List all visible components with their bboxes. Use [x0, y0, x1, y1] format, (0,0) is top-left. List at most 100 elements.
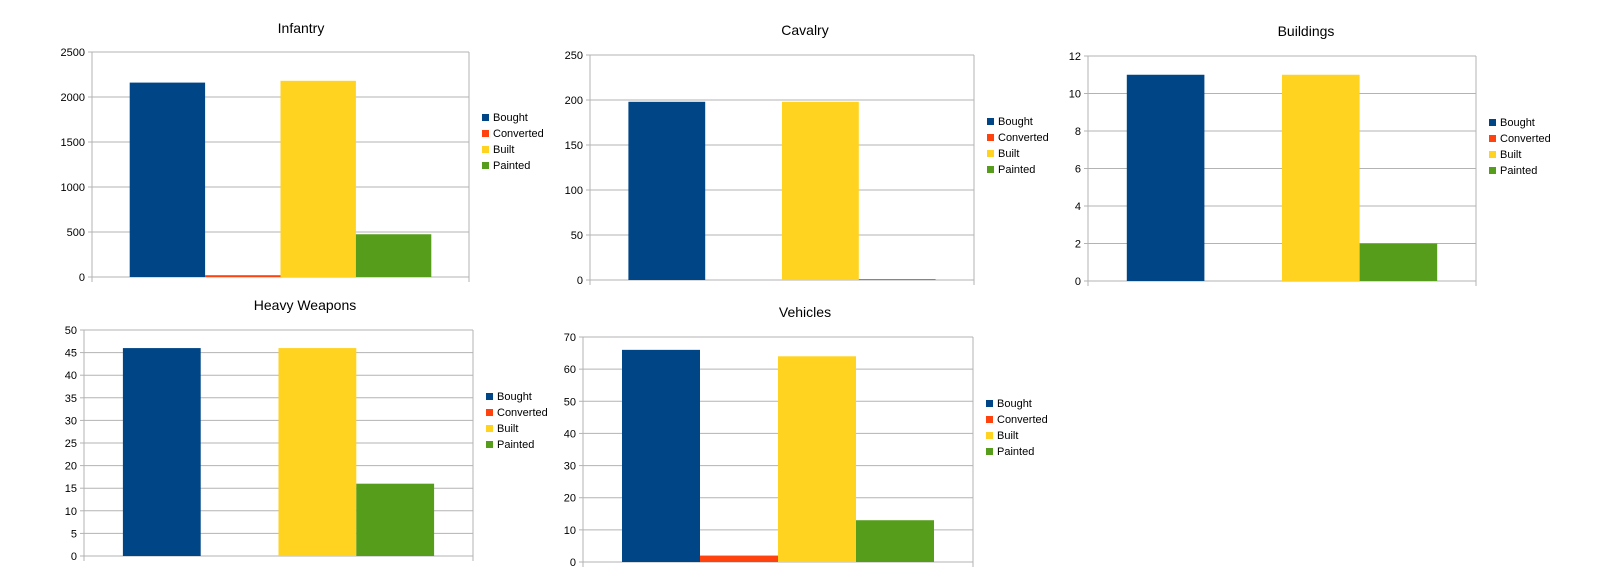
bar-converted	[700, 555, 778, 562]
y-tick-label: 40	[65, 370, 77, 382]
legend-label-converted: Converted	[998, 132, 1049, 144]
y-tick-label: 50	[65, 325, 77, 337]
y-tick-label: 200	[565, 95, 583, 107]
y-tick-label: 10	[564, 525, 576, 537]
legend-swatch-converted	[987, 134, 994, 141]
legend-swatch-bought	[1489, 119, 1496, 126]
y-tick-label: 10	[1069, 89, 1081, 101]
bar-built	[280, 80, 356, 277]
bar-built	[278, 348, 357, 556]
legend-label-painted: Painted	[497, 439, 534, 451]
legend-swatch-built	[1489, 151, 1496, 158]
bar-built	[782, 101, 859, 280]
y-tick-label: 12	[1069, 51, 1081, 63]
bar-bought	[628, 101, 706, 280]
y-tick-label: 70	[564, 332, 576, 344]
bar-bought	[122, 348, 201, 556]
y-tick-label: 50	[564, 396, 576, 408]
y-tick-label: 45	[65, 348, 77, 360]
bar-bought	[129, 82, 206, 277]
chart-title: Vehicles	[779, 304, 831, 320]
y-tick-label: 150	[565, 140, 583, 152]
legend-swatch-bought	[486, 393, 493, 400]
legend-swatch-built	[486, 425, 493, 432]
legend-swatch-built	[987, 150, 994, 157]
y-tick-label: 500	[67, 227, 85, 239]
legend-label-bought: Bought	[997, 398, 1032, 410]
legend-label-painted: Painted	[493, 160, 530, 172]
legend-swatch-painted	[486, 441, 493, 448]
legend-label-converted: Converted	[493, 128, 544, 140]
y-tick-label: 1000	[61, 182, 85, 194]
legend-label-bought: Bought	[998, 116, 1033, 128]
y-tick-label: 15	[65, 483, 77, 495]
legend-swatch-converted	[482, 130, 489, 137]
legend-label-converted: Converted	[997, 414, 1048, 426]
bar-built	[778, 356, 856, 562]
legend-swatch-painted	[987, 166, 994, 173]
y-tick-label: 0	[79, 272, 85, 284]
y-tick-label: 60	[564, 364, 576, 376]
legend-label-painted: Painted	[997, 446, 1034, 458]
bar-painted	[858, 279, 936, 280]
y-tick-label: 20	[65, 461, 77, 473]
legend-swatch-bought	[986, 400, 993, 407]
bar-painted	[856, 520, 934, 562]
bar-painted	[355, 234, 432, 277]
y-tick-label: 35	[65, 393, 77, 405]
legend-label-converted: Converted	[1500, 133, 1551, 145]
y-tick-label: 50	[571, 230, 583, 242]
legend-label-painted: Painted	[1500, 165, 1537, 177]
y-tick-label: 0	[577, 275, 583, 287]
y-tick-label: 1500	[61, 137, 85, 149]
legend-swatch-painted	[482, 162, 489, 169]
y-tick-label: 0	[570, 557, 576, 569]
y-tick-label: 30	[65, 415, 77, 427]
chart-title: Heavy Weapons	[254, 297, 356, 313]
legend-label-built: Built	[497, 423, 518, 435]
y-tick-label: 20	[564, 493, 576, 505]
y-tick-label: 30	[564, 461, 576, 473]
legend-label-built: Built	[493, 144, 514, 156]
legend-swatch-converted	[986, 416, 993, 423]
legend-label-bought: Bought	[1500, 117, 1535, 129]
legend-swatch-converted	[1489, 135, 1496, 142]
bar-painted	[356, 483, 435, 556]
legend-swatch-built	[482, 146, 489, 153]
bar-bought	[1126, 74, 1205, 281]
legend-label-bought: Bought	[493, 112, 528, 124]
chart-title: Cavalry	[781, 22, 828, 38]
legend-label-bought: Bought	[497, 391, 532, 403]
y-tick-label: 40	[564, 428, 576, 440]
chart-title: Infantry	[278, 20, 325, 36]
legend-label-built: Built	[997, 430, 1018, 442]
y-tick-label: 0	[1075, 276, 1081, 288]
chart-title: Buildings	[1278, 23, 1335, 39]
y-tick-label: 100	[565, 185, 583, 197]
y-tick-label: 8	[1075, 126, 1081, 138]
legend-label-built: Built	[998, 148, 1019, 160]
legend-label-converted: Converted	[497, 407, 548, 419]
legend-swatch-painted	[1489, 167, 1496, 174]
legend-swatch-converted	[486, 409, 493, 416]
y-tick-label: 4	[1075, 201, 1081, 213]
y-tick-label: 250	[565, 50, 583, 62]
y-tick-label: 6	[1075, 164, 1081, 176]
legend-swatch-bought	[987, 118, 994, 125]
y-tick-label: 10	[65, 506, 77, 518]
bar-painted	[1359, 243, 1438, 281]
legend-label-built: Built	[1500, 149, 1521, 161]
y-tick-label: 5	[71, 528, 77, 540]
bar-bought	[622, 349, 700, 562]
y-tick-label: 2	[1075, 239, 1081, 251]
y-tick-label: 2500	[61, 47, 85, 59]
legend-swatch-painted	[986, 448, 993, 455]
bar-converted	[205, 275, 281, 277]
legend-swatch-bought	[482, 114, 489, 121]
